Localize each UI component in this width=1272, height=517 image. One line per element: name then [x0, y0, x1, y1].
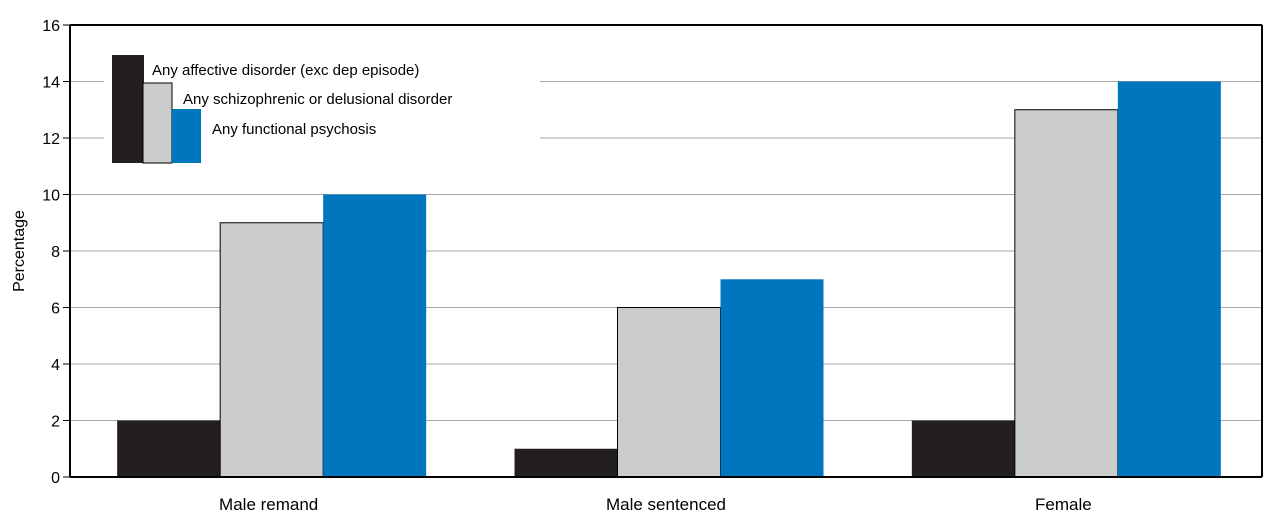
y-tick-label: 2	[51, 414, 60, 431]
legend-label-functional: Any functional psychosis	[212, 121, 376, 138]
y-tick-label: 4	[51, 357, 60, 374]
bar-1-0	[514, 448, 618, 477]
legend-swatch-affective	[112, 55, 144, 163]
bar-0-2	[323, 194, 427, 477]
y-axis-title: Percentage	[11, 210, 28, 292]
bar-2-2	[1117, 81, 1221, 477]
legend: Any affective disorder (exc dep episode)…	[104, 48, 540, 168]
y-tick-label: 6	[51, 301, 60, 318]
bar-2-0	[911, 420, 1015, 477]
bar-0-1	[219, 222, 324, 478]
y-tick-label: 12	[42, 131, 60, 148]
bar-1-2	[720, 279, 824, 477]
x-category-label: Male sentenced	[606, 495, 726, 514]
bar-0-0	[117, 420, 221, 477]
x-category-label: Male remand	[219, 495, 318, 514]
x-category-label: Female	[1035, 495, 1092, 514]
bar-2-1	[1014, 109, 1119, 478]
y-tick-label: 16	[42, 18, 60, 35]
y-tick-label: 14	[42, 75, 60, 92]
legend-label-schizophrenic: Any schizophrenic or delusional disorder	[183, 91, 452, 108]
legend-swatch-functional	[172, 109, 201, 163]
y-axis-ticks: 0 2 4 6 8 10 12 14 16	[42, 18, 70, 487]
legend-label-affective: Any affective disorder (exc dep episode)	[152, 62, 419, 79]
y-tick-label: 10	[42, 188, 60, 205]
legend-swatch-schizophrenic	[142, 82, 173, 164]
x-axis-labels: Male remand Male sentenced Female	[219, 495, 1092, 514]
axes	[69, 24, 1263, 478]
y-tick-label: 0	[51, 470, 60, 487]
bar-1-1	[617, 307, 721, 478]
bars	[117, 81, 1221, 478]
y-tick-label: 8	[51, 244, 60, 261]
